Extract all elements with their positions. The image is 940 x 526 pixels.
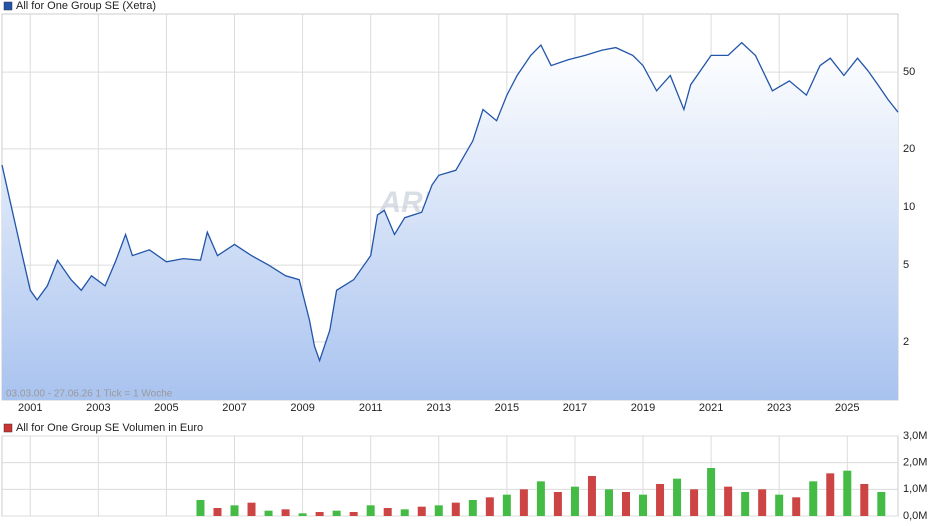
note: 03.03.00 - 27.06.26 1 Tick = 1 Woche — [6, 389, 173, 400]
volume-bar — [417, 506, 426, 516]
y-tick-label: 50 — [903, 66, 915, 78]
volume-bar — [485, 497, 494, 516]
x-tick-label: 2013 — [427, 402, 451, 414]
volume-bar — [707, 468, 716, 516]
x-tick-label: 2001 — [18, 402, 42, 414]
volume-bar — [860, 484, 869, 516]
volume-bar — [741, 492, 750, 516]
legend-label: All for One Group SE (Xetra) — [16, 0, 156, 12]
x-tick-label: 2025 — [835, 402, 859, 414]
x-tick-label: 2009 — [290, 402, 314, 414]
volume-bar — [298, 513, 307, 516]
volume-bar — [536, 481, 545, 516]
x-tick-label: 2011 — [359, 402, 383, 414]
volume-bar — [502, 494, 511, 516]
volume-bar — [639, 494, 648, 516]
volume-bar — [724, 486, 733, 516]
volume-bar — [656, 484, 665, 516]
volume-bar — [349, 512, 358, 516]
legend-swatch — [3, 423, 13, 433]
volume-bar — [519, 489, 528, 516]
volume-bar — [468, 500, 477, 516]
volume-bar — [213, 508, 222, 516]
volume-bar — [673, 478, 682, 516]
y-tick-label: 10 — [903, 201, 915, 213]
y-tick-label: 2,0M — [903, 457, 927, 469]
volume-bar — [809, 481, 818, 516]
volume-bar — [247, 502, 256, 516]
volume-bar — [366, 505, 375, 516]
x-tick-label: 2017 — [563, 402, 587, 414]
volume-bar — [622, 492, 630, 516]
area — [2, 42, 898, 400]
price-line — [1, 41, 899, 363]
volume-bar — [843, 470, 852, 516]
volume-bar — [775, 494, 784, 516]
volume-bar — [604, 489, 613, 516]
x-tick-label: 2021 — [699, 402, 723, 414]
y-tick-label: 0,0M — [903, 510, 927, 522]
volume-bar — [383, 508, 392, 516]
volume-bar — [690, 489, 699, 516]
x-tick-label: 2019 — [631, 402, 655, 414]
y-tick-label: 20 — [903, 143, 915, 155]
x-tick-label: 2005 — [154, 402, 178, 414]
y-tick-label: 5 — [903, 259, 909, 271]
volume-bar — [877, 492, 886, 516]
legend-label: All for One Group SE Volumen in Euro — [16, 422, 203, 434]
x-tick-label: 2015 — [495, 402, 519, 414]
y-tick-label: 3,0M — [903, 430, 927, 442]
legend-swatch — [3, 1, 13, 11]
volume-bar — [281, 509, 290, 516]
volume-bar — [553, 492, 562, 516]
volume-bar — [451, 502, 460, 516]
volume-bar — [315, 512, 324, 516]
x-tick-label: 2007 — [222, 402, 246, 414]
volume-bar — [792, 497, 801, 516]
volume-bar — [264, 510, 273, 516]
volume-bar — [196, 500, 205, 516]
volume-bar — [587, 476, 596, 516]
volume-bar — [332, 510, 341, 516]
volume-bar — [400, 509, 409, 516]
volume-bar — [570, 486, 579, 516]
volume-bar — [230, 505, 239, 516]
x-tick-label: 2003 — [86, 402, 110, 414]
y-tick-label: 2 — [903, 336, 909, 348]
volume-bar — [826, 473, 835, 516]
y-tick-label: 1,0M — [903, 483, 927, 495]
volume-bar — [758, 489, 767, 516]
volume-bar — [434, 505, 443, 516]
x-tick-label: 2023 — [767, 402, 791, 414]
